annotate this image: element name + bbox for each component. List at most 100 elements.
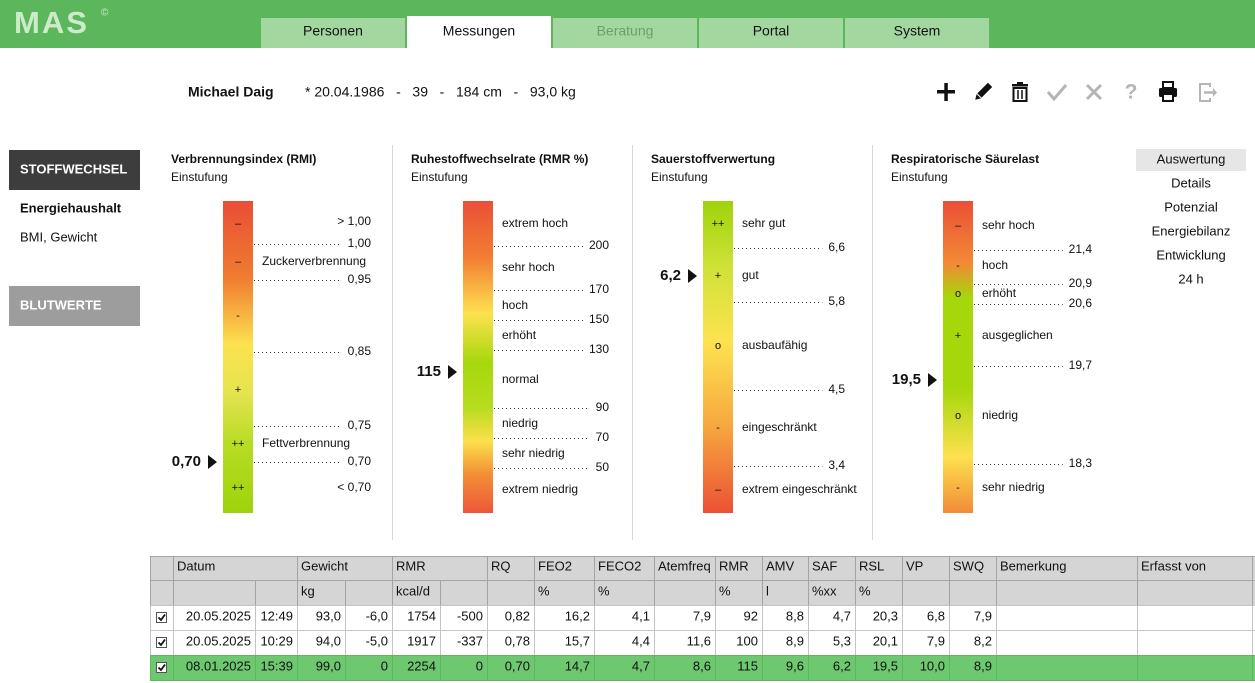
exit-icon[interactable] [1199, 83, 1217, 102]
gauge-title: Verbrennungsindex (RMI) [171, 152, 316, 166]
table-row[interactable] [150, 630, 1255, 655]
row-checkbox[interactable] [156, 612, 167, 623]
cell-value: 8,6 [693, 658, 711, 673]
row-check [157, 663, 166, 672]
gauge-symbol: – [235, 218, 242, 230]
subnav-item[interactable]: Entwicklung [1156, 247, 1225, 262]
row-check [157, 638, 166, 647]
band-label: Zuckerverbrennung [262, 254, 366, 268]
cell-value: 9,6 [786, 658, 804, 673]
subnav-item[interactable]: Energiebilanz [1152, 223, 1231, 238]
header-label: FECO2 [598, 558, 641, 573]
gauge-symbol: - [716, 422, 720, 434]
gauge-subtitle: Einstufung [891, 170, 948, 184]
threshold-label: 0,85 [348, 344, 372, 358]
current-marker [928, 373, 937, 387]
gauge-subtitle: Einstufung [171, 170, 228, 184]
sidebar-item[interactable]: BMI, Gewicht [20, 229, 98, 244]
gauge-symbol: ++ [712, 218, 725, 230]
tab-label[interactable]: Portal [753, 23, 790, 39]
tab[interactable] [407, 16, 551, 49]
header-label: Erfasst von [1141, 558, 1206, 573]
tab[interactable] [261, 18, 405, 48]
cell-value: -337 [457, 633, 483, 648]
gauge-symbol: ++ [232, 482, 245, 494]
unit-label: l [766, 583, 769, 598]
tab[interactable] [699, 18, 843, 48]
sidebar-section[interactable] [9, 150, 140, 190]
header-label: Datum [177, 558, 215, 573]
cell-value: 4,7 [833, 608, 851, 623]
delete-icon[interactable] [1012, 82, 1028, 102]
cell-value: 15,7 [565, 633, 590, 648]
gauge-symbol: - [956, 260, 960, 272]
gauge-subtitle: Einstufung [411, 170, 468, 184]
current-value: 0,70 [172, 453, 201, 470]
threshold-label: 20,6 [1069, 296, 1093, 310]
add-icon[interactable] [937, 83, 955, 101]
row-checkbox[interactable] [156, 662, 167, 673]
band-label: sehr niedrig [982, 480, 1045, 494]
toolbar: ? [937, 81, 1217, 104]
band-label: erhöht [982, 286, 1017, 300]
print-icon[interactable] [1159, 81, 1177, 102]
current-value: 6,2 [660, 267, 681, 284]
row-check [157, 613, 166, 622]
cell-value: 19,5 [873, 658, 898, 673]
header-label: Atemfreq [658, 558, 711, 573]
cell-value: 10,0 [920, 658, 945, 673]
tab[interactable] [553, 18, 697, 48]
threshold-label: 4,5 [828, 382, 845, 396]
subnav-item[interactable]: Details [1171, 175, 1211, 190]
cell-value: 6,8 [927, 608, 945, 623]
gauge-symbol: ++ [232, 438, 245, 450]
help-icon[interactable]: ? [1125, 81, 1138, 104]
gauge-symbol: – [235, 256, 242, 268]
cancel-icon[interactable] [1085, 83, 1103, 101]
band-label: Fettverbrennung [262, 436, 350, 450]
band-label: hoch [502, 298, 528, 312]
threshold-label: 5,8 [828, 294, 845, 308]
table-row[interactable] [150, 655, 1255, 680]
band-label: ausbaufähig [742, 338, 807, 352]
table-row[interactable] [150, 605, 1255, 630]
tab-label[interactable]: System [894, 23, 941, 39]
edit-icon[interactable] [973, 82, 993, 102]
row-checkbox[interactable] [156, 637, 167, 648]
cell-value: 20.05.2025 [186, 608, 251, 623]
sidebar-section-title[interactable]: STOFFWECHSEL [20, 161, 127, 176]
tab[interactable] [845, 18, 989, 48]
sidebar-item[interactable]: Energiehaushalt [20, 200, 122, 215]
sidebar-section-title[interactable]: BLUTWERTE [20, 297, 102, 312]
subnav-item[interactable]: 24 h [1178, 271, 1203, 286]
gauge-subtitle: Einstufung [651, 170, 708, 184]
tab-label[interactable]: Beratung [597, 23, 654, 39]
threshold-label: 50 [596, 460, 610, 474]
gauge-bar [703, 201, 733, 513]
gauge-symbol: + [235, 384, 241, 396]
cell-value: 100 [736, 633, 758, 648]
header-label: Gewicht [301, 558, 348, 573]
tab-label[interactable]: Personen [303, 23, 363, 39]
threshold-label: 170 [589, 282, 609, 296]
band-label: sehr gut [742, 216, 786, 230]
header-label: SAF [812, 558, 837, 573]
threshold-label: 0,70 [348, 454, 372, 468]
cell-value: 14,7 [565, 658, 590, 673]
confirm-icon[interactable] [1046, 84, 1068, 102]
header-label: RMR [396, 558, 426, 573]
cell-value: 8,2 [974, 633, 992, 648]
cell-value: 4,1 [632, 608, 650, 623]
band-label: extrem hoch [502, 216, 568, 230]
band-label: ausgeglichen [982, 328, 1053, 342]
cell-value: 8,9 [786, 633, 804, 648]
sidebar-section[interactable] [9, 286, 140, 326]
unit-label: kg [301, 583, 315, 598]
band-label: niedrig [982, 408, 1018, 422]
subnav-item[interactable]: Potenzial [1164, 199, 1218, 214]
subnav-item[interactable]: Auswertung [1157, 151, 1226, 166]
tab-label[interactable]: Messungen [443, 23, 515, 39]
cell-value: 6,2 [833, 658, 851, 673]
